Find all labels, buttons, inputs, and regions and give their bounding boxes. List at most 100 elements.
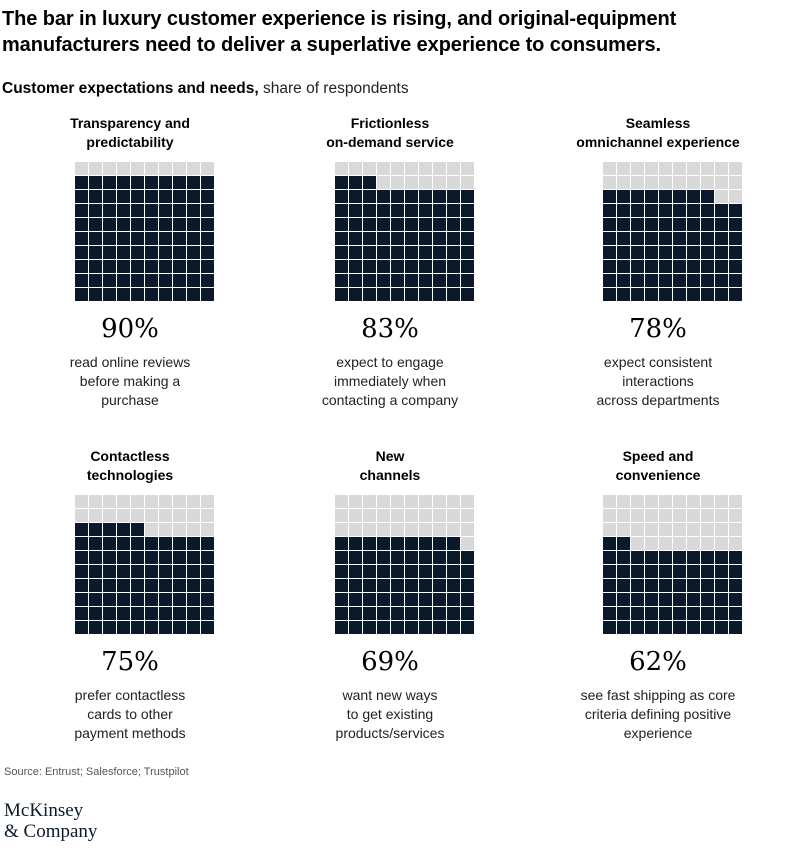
waffle-cell-filled [687,246,700,259]
panel-value-label: 75% [101,647,159,677]
waffle-cell-filled [405,204,418,217]
waffle-cell-filled [363,260,376,273]
waffle-cell-filled [145,288,158,301]
waffle-cell-filled [117,260,130,273]
waffle-cell-filled [729,232,742,245]
waffle-cell-filled [659,288,672,301]
waffle-cell-filled [447,204,460,217]
waffle-cell-filled [75,190,88,203]
waffle-cell-filled [377,593,390,606]
waffle-cell-empty [617,495,630,508]
panel-description-line: to get existing [346,706,434,722]
waffle-cell-filled [173,204,186,217]
waffle-cell-empty [673,176,686,189]
waffle-cell-empty [145,495,158,508]
waffle-cell-filled [201,232,214,245]
waffle-cell-empty [715,495,728,508]
waffle-cell-filled [117,176,130,189]
waffle-cell-filled [461,579,474,592]
waffle-cell-empty [419,162,432,175]
waffle-cell-empty [701,523,714,536]
waffle-cell-filled [377,218,390,231]
waffle-cell-filled [145,579,158,592]
waffle-cell-filled [673,204,686,217]
waffle-cell-filled [131,579,144,592]
waffle-cell-filled [631,593,644,606]
waffle-cell-filled [419,232,432,245]
waffle-cell-filled [363,232,376,245]
waffle-cell-filled [617,565,630,578]
waffle-cell-empty [659,495,672,508]
waffle-cell-filled [419,537,432,550]
waffle-cell-filled [89,288,102,301]
panel-description: read online reviews before making a purcha… [25,353,235,410]
waffle-cell-filled [419,551,432,564]
waffle-cell-empty [715,509,728,522]
waffle-cell-filled [75,218,88,231]
waffle-cell-empty [715,537,728,550]
waffle-cell-filled [117,565,130,578]
waffle-cell-filled [145,565,158,578]
waffle-cell-filled [391,204,404,217]
waffle-cell-filled [159,232,172,245]
waffle-cell-filled [645,621,658,634]
waffle-cell-filled [103,607,116,620]
waffle-cell-filled [131,565,144,578]
waffle-cell-filled [659,204,672,217]
waffle-cell-filled [603,565,616,578]
waffle-cell-filled [631,579,644,592]
waffle-cell-filled [645,607,658,620]
waffle-cell-filled [461,190,474,203]
waffle-cell-filled [419,246,432,259]
waffle-cell-empty [363,509,376,522]
waffle-cell-filled [645,260,658,273]
waffle-cell-filled [103,523,116,536]
waffle-cell-empty [377,523,390,536]
waffle-cell-filled [103,537,116,550]
waffle-cell-filled [145,537,158,550]
waffle-cell-empty [433,523,446,536]
waffle-cell-empty [201,523,214,536]
waffle-cell-filled [349,565,362,578]
waffle-cell-filled [201,621,214,634]
waffle-cell-filled [729,607,742,620]
panel-label: Seamless omnichannel experience [553,114,763,152]
waffle-panel: Frictionless on-demand service 83% expect t… [285,114,495,408]
waffle-cell-empty [75,162,88,175]
waffle-cell-filled [187,190,200,203]
waffle-cell-filled [131,537,144,550]
waffle-cell-empty [617,162,630,175]
waffle-cell-filled [447,218,460,231]
panel-label-line: on-demand service [326,134,454,150]
waffle-cell-empty [715,162,728,175]
waffle-cell-filled [363,565,376,578]
waffle-cell-empty [729,509,742,522]
waffle-cell-empty [363,162,376,175]
panel-description-line: across departments [596,392,720,408]
waffle-cell-filled [201,260,214,273]
waffle-cell-empty [433,509,446,522]
waffle-grid [335,162,475,302]
waffle-cell-filled [673,260,686,273]
waffle-cell-filled [75,176,88,189]
waffle-cell-filled [687,593,700,606]
waffle-cell-filled [159,204,172,217]
waffle-cell-filled [405,218,418,231]
waffle-cell-filled [173,607,186,620]
waffle-cell-filled [145,260,158,273]
waffle-cell-filled [75,551,88,564]
waffle-cell-filled [145,232,158,245]
waffle-cell-filled [117,523,130,536]
waffle-cell-filled [173,537,186,550]
waffle-cell-filled [447,260,460,273]
waffle-cell-empty [461,176,474,189]
waffle-cell-filled [405,274,418,287]
waffle-cell-filled [159,551,172,564]
waffle-cell-filled [631,218,644,231]
waffle-cell-filled [131,190,144,203]
waffle-cell-empty [131,509,144,522]
waffle-cell-filled [89,621,102,634]
waffle-cell-filled [645,218,658,231]
waffle-cell-filled [117,218,130,231]
waffle-cell-filled [173,190,186,203]
